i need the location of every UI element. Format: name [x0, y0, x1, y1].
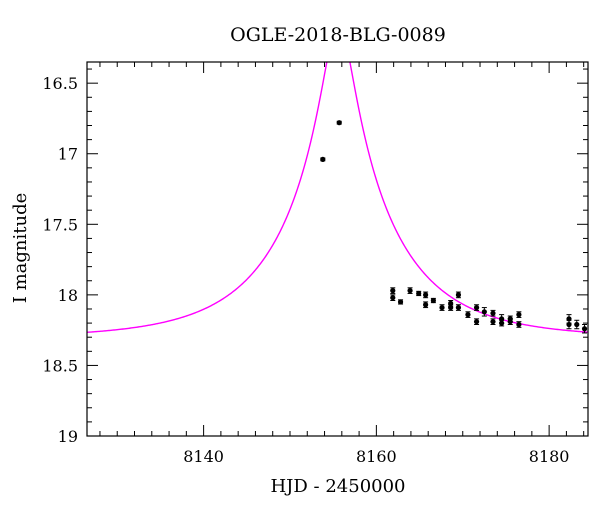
data-point [320, 156, 326, 162]
model-curve-layer [87, 62, 588, 333]
data-point [516, 312, 522, 318]
data-point [390, 288, 396, 294]
model-curve [87, 62, 588, 333]
data-point [390, 295, 396, 301]
data-point [473, 319, 480, 325]
data-point [455, 304, 462, 311]
x-tick-label: 8140 [183, 447, 224, 466]
y-tick-label: 16.5 [42, 74, 78, 93]
plot-frame [86, 61, 589, 437]
x-tick-label: 8160 [356, 447, 397, 466]
data-point [455, 292, 462, 298]
data-point [465, 312, 471, 318]
data-point [574, 321, 580, 328]
y-tick-label: 18 [58, 286, 78, 305]
y-tick-label: 19 [58, 427, 78, 446]
data-point [430, 297, 436, 304]
data-point [581, 326, 588, 332]
data-point [397, 299, 404, 305]
data-point [416, 290, 422, 297]
data-point [490, 310, 496, 316]
x-tick-label: 8180 [529, 447, 570, 466]
data-point [473, 304, 480, 311]
y-tick-label: 17.5 [42, 215, 78, 234]
data-point [481, 309, 487, 315]
y-tick-label: 18.5 [42, 356, 78, 375]
data-point [490, 319, 496, 325]
axis-ticks [87, 62, 588, 437]
data-point [439, 304, 445, 311]
tick-labels: 8140 8160 8180 16.5 17 17.5 18 18.5 19 [42, 74, 569, 466]
y-tick-label: 17 [58, 145, 78, 164]
x-axis-label: HJD - 2450000 [270, 476, 405, 497]
y-axis-label: I magnitude [10, 193, 31, 304]
data-point [499, 320, 505, 326]
data-points-layer [320, 120, 588, 334]
data-point [423, 292, 429, 298]
chart-title: OGLE-2018-BLG-0089 [230, 24, 446, 46]
data-point [516, 321, 522, 328]
data-point [336, 120, 342, 126]
data-point [423, 302, 429, 308]
data-point [448, 304, 454, 311]
data-point [566, 321, 572, 328]
data-point [407, 288, 413, 294]
data-point [507, 319, 513, 325]
